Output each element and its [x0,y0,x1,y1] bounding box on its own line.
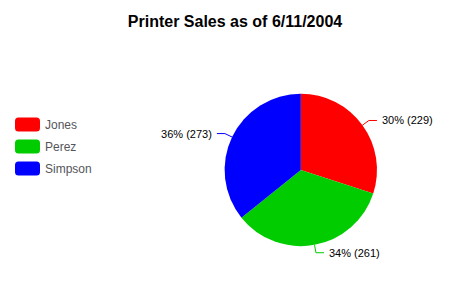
svg-text:Perez: Perez [45,140,76,154]
svg-text:Simpson: Simpson [45,162,92,176]
svg-text:30% (229): 30% (229) [382,114,433,126]
svg-text:Printer Sales as of 6/11/2004: Printer Sales as of 6/11/2004 [128,13,342,30]
svg-text:36% (273): 36% (273) [161,128,212,140]
svg-text:Jones: Jones [45,118,77,132]
svg-text:34% (261): 34% (261) [329,247,380,259]
